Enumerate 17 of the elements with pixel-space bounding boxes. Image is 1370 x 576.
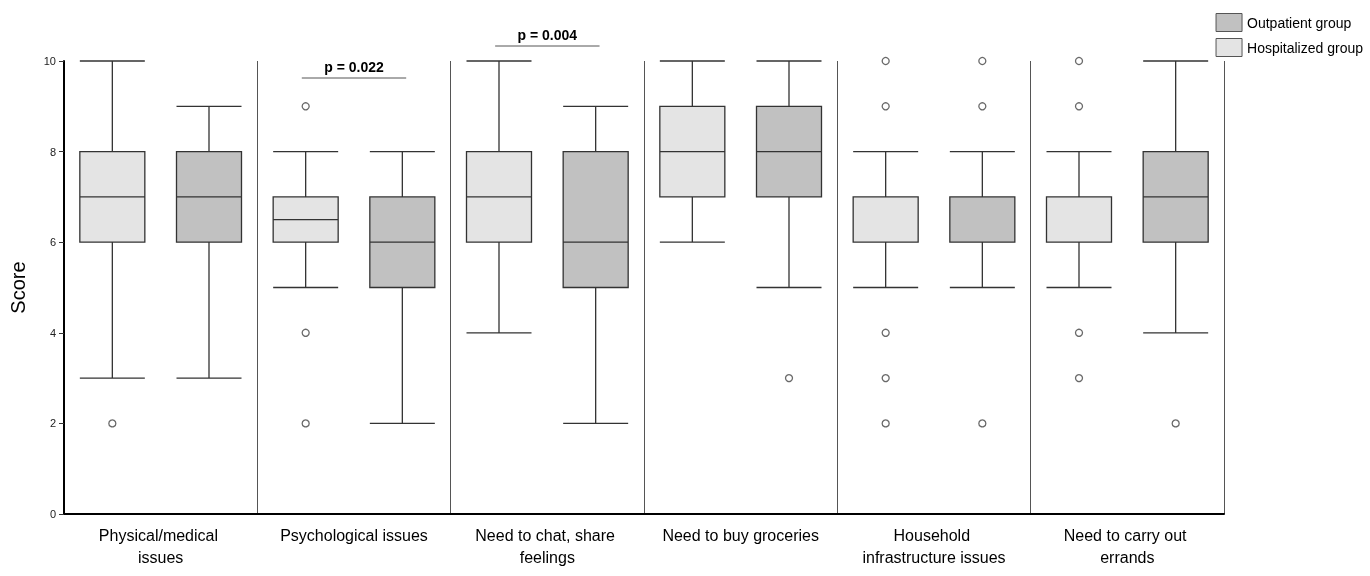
x-tick-label: Need to chat, share feelings bbox=[475, 526, 620, 566]
x-tick-label: Psychological issues bbox=[280, 526, 428, 544]
annotation: p = 0.022 bbox=[324, 59, 384, 75]
y-tick-label: 0 bbox=[49, 508, 56, 520]
x-tick-label: Need to buy groceries bbox=[662, 526, 819, 544]
y-axis-title: Score bbox=[7, 261, 29, 314]
x-tick-label: Household infrastructure issues bbox=[862, 526, 1006, 566]
y-tick-label: 4 bbox=[49, 326, 56, 339]
y-tick-label: 8 bbox=[49, 145, 56, 158]
legend-label: Hospitalized group bbox=[1247, 39, 1364, 56]
text: p = 0.004 bbox=[517, 27, 578, 43]
y-tick-label: 10 bbox=[43, 55, 56, 67]
x-tick-label: Physical/medical issues bbox=[98, 526, 223, 566]
y-tick-label: 6 bbox=[49, 236, 56, 249]
legend-label: Outpatient group bbox=[1247, 14, 1352, 31]
y-tick-label: 2 bbox=[49, 417, 56, 430]
x-tick-label: Need to carry out errands bbox=[1063, 526, 1191, 566]
